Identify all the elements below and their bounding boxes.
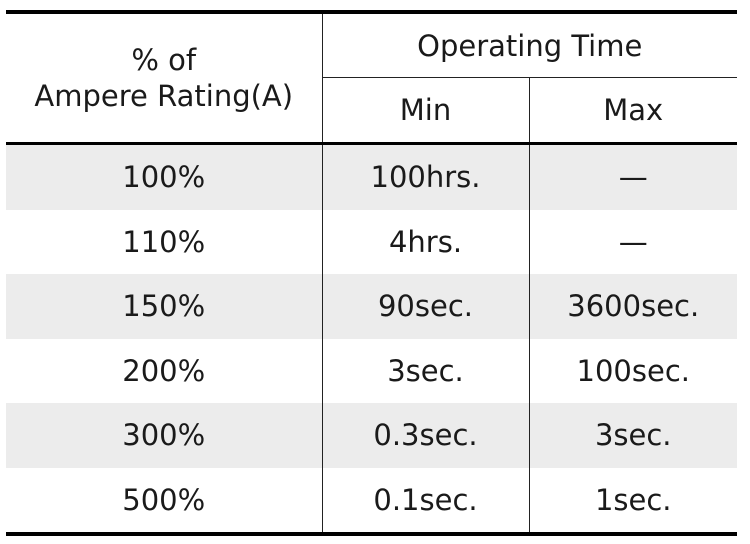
min-time-cell: 4hrs.: [322, 209, 530, 274]
operating-time-table: % of Ampere Rating(A) Operating Time Min…: [6, 10, 737, 536]
table-row: 300% 0.3sec. 3sec.: [6, 403, 737, 468]
table-row: 100% 100hrs. —: [6, 143, 737, 210]
max-time-cell: 100sec.: [529, 338, 737, 403]
rating-cell: 100%: [6, 143, 323, 210]
min-time-cell: 3sec.: [322, 338, 530, 403]
table-row: 500% 0.1sec. 1sec.: [6, 467, 737, 536]
table-row: 200% 3sec. 100sec.: [6, 338, 737, 403]
rating-cell: 300%: [6, 403, 323, 468]
min-time-cell: 100hrs.: [322, 143, 530, 210]
ampere-rating-header-line1: % of: [131, 43, 197, 77]
operating-time-header: Operating Time: [322, 10, 737, 78]
table-row: 110% 4hrs. —: [6, 209, 737, 274]
ampere-rating-header-line2: Ampere Rating(A): [34, 79, 294, 113]
min-header: Min: [322, 77, 530, 145]
max-time-cell: 3600sec.: [529, 274, 737, 339]
header-row-2: Min Max: [6, 77, 737, 145]
max-time-cell: —: [529, 143, 737, 210]
max-header: Max: [529, 77, 737, 145]
min-time-cell: 0.1sec.: [322, 467, 530, 536]
min-time-cell: 0.3sec.: [322, 403, 530, 468]
table-header: % of Ampere Rating(A) Operating Time Min…: [6, 10, 737, 145]
rating-cell: 150%: [6, 274, 323, 339]
rating-cell: 110%: [6, 209, 323, 274]
max-time-cell: —: [529, 209, 737, 274]
rating-cell: 500%: [6, 467, 323, 536]
rating-cell: 200%: [6, 338, 323, 403]
ampere-rating-header: % of Ampere Rating(A): [6, 10, 323, 145]
min-time-cell: 90sec.: [322, 274, 530, 339]
max-time-cell: 1sec.: [529, 467, 737, 536]
table-body: 100% 100hrs. — 110% 4hrs. — 150% 90sec. …: [6, 143, 737, 536]
header-row-1: % of Ampere Rating(A) Operating Time: [6, 10, 737, 145]
max-time-cell: 3sec.: [529, 403, 737, 468]
table-row: 150% 90sec. 3600sec.: [6, 274, 737, 339]
